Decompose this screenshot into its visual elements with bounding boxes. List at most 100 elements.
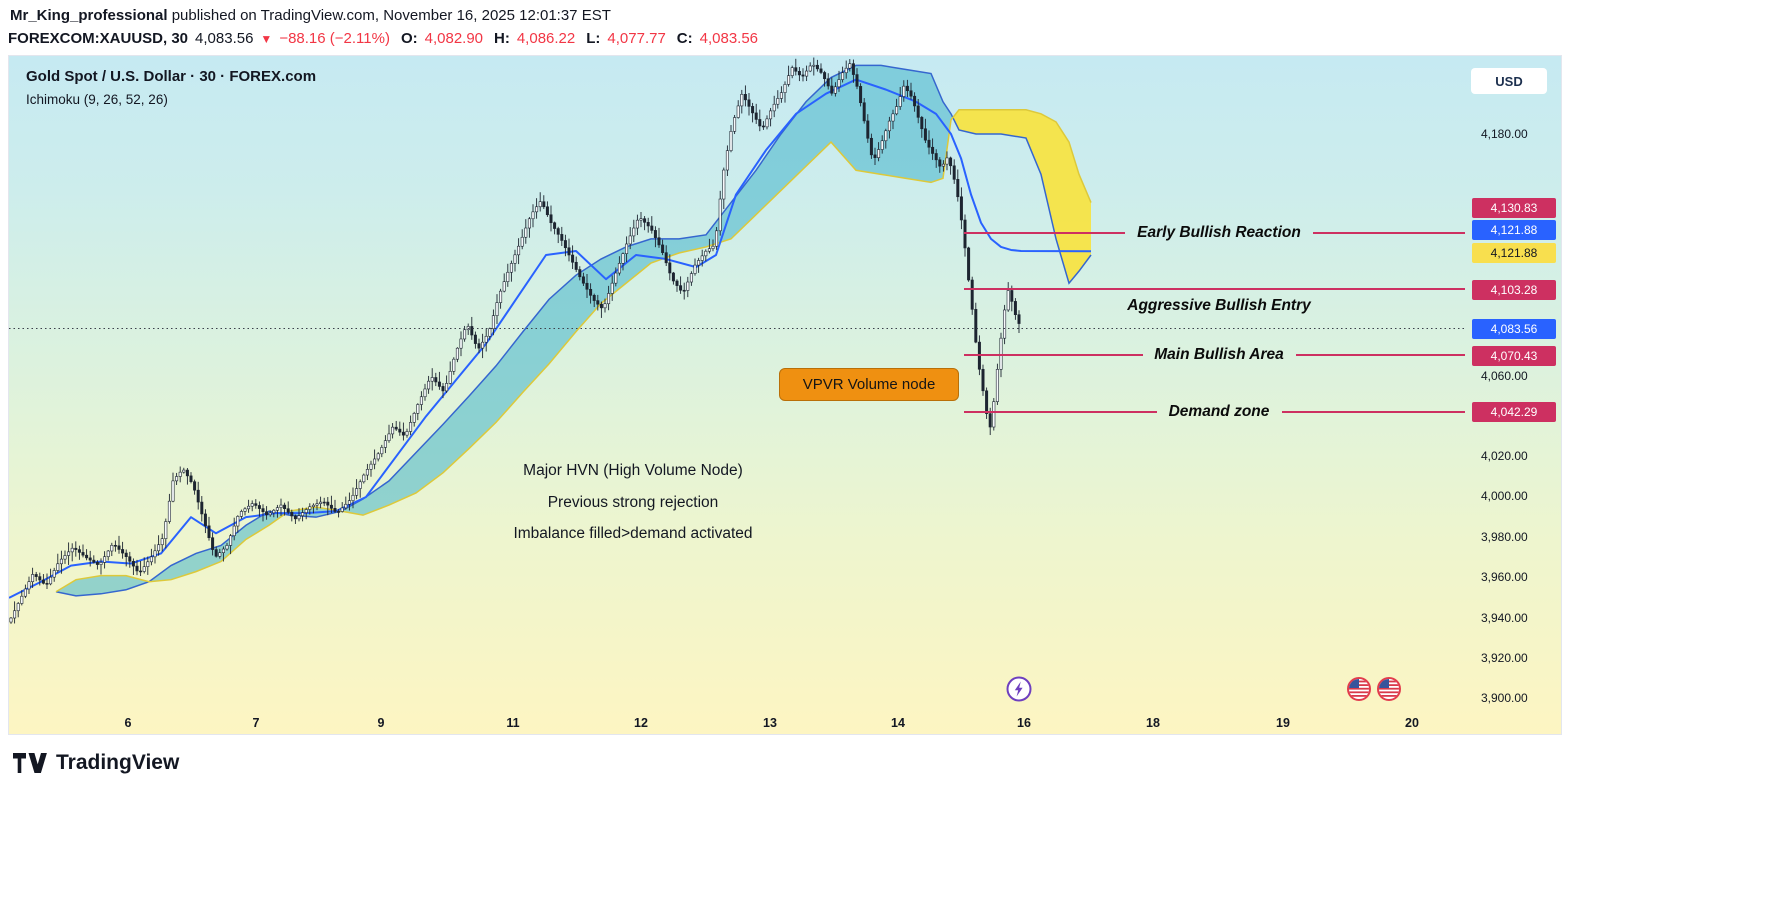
candle-body bbox=[923, 128, 927, 141]
candle-body bbox=[153, 550, 157, 558]
candle-body bbox=[668, 262, 672, 274]
candle-body bbox=[506, 271, 510, 283]
candle-body bbox=[160, 538, 164, 546]
horizontal-price-line[interactable] bbox=[1281, 410, 1465, 413]
candle-body bbox=[841, 72, 845, 80]
candle-body bbox=[563, 240, 567, 249]
time-axis-label: 12 bbox=[634, 716, 648, 730]
currency-toggle-button[interactable]: USD bbox=[1471, 68, 1547, 94]
drawing-label[interactable]: Main Bullish Area bbox=[1154, 345, 1284, 363]
candle-body bbox=[103, 556, 107, 563]
candle-body bbox=[383, 440, 387, 448]
candle-body bbox=[697, 260, 701, 266]
candle-body bbox=[524, 227, 528, 238]
candle-body bbox=[88, 557, 92, 561]
candle-body bbox=[232, 525, 236, 537]
tradingview-logo bbox=[13, 753, 47, 773]
candle-body bbox=[866, 120, 870, 139]
candle-body bbox=[85, 554, 89, 559]
candle-body bbox=[347, 500, 351, 505]
us-economic-event-icon[interactable] bbox=[1346, 676, 1372, 702]
hvn-text-note[interactable]: Major HVN (High Volume Node) Previous st… bbox=[463, 455, 803, 550]
hvn-line-3: Imbalance filled>demand activated bbox=[513, 525, 753, 542]
candle-body bbox=[92, 559, 96, 563]
candle-body bbox=[531, 211, 535, 220]
drawing-label[interactable]: Demand zone bbox=[1168, 402, 1270, 420]
candle-body bbox=[581, 276, 585, 284]
high-value: 4,086.22 bbox=[516, 30, 576, 47]
candle-body bbox=[416, 404, 420, 414]
candle-body bbox=[733, 117, 737, 132]
brand-name: TradingView bbox=[56, 751, 180, 774]
candle-body bbox=[16, 603, 20, 612]
time-axis-label: 16 bbox=[1017, 716, 1031, 730]
candle-body bbox=[513, 254, 517, 264]
candle-body bbox=[229, 535, 233, 546]
candle-body bbox=[437, 381, 441, 387]
candle-body bbox=[711, 245, 715, 249]
horizontal-price-line[interactable] bbox=[964, 232, 1125, 235]
candle-body bbox=[679, 285, 683, 291]
chart-legend-title[interactable]: Gold Spot / U.S. Dollar · 30 · FOREX.com bbox=[26, 68, 317, 85]
horizontal-price-line[interactable] bbox=[964, 287, 1465, 290]
horizontal-price-line[interactable] bbox=[964, 410, 1157, 413]
candle-body bbox=[949, 157, 953, 167]
candle-body bbox=[610, 282, 614, 294]
candle-body bbox=[106, 550, 110, 558]
idea-lightning-icon[interactable] bbox=[1004, 674, 1034, 704]
candle-body bbox=[113, 544, 117, 547]
candle-body bbox=[365, 469, 369, 476]
candle-body bbox=[261, 508, 265, 512]
candle-body bbox=[826, 78, 830, 87]
candle-body bbox=[707, 248, 711, 252]
candle-body bbox=[362, 474, 366, 483]
close-label: C: bbox=[676, 30, 693, 47]
candle-body bbox=[1006, 290, 1010, 311]
candle-body bbox=[934, 153, 938, 161]
candle-body bbox=[596, 300, 600, 305]
drawing-label[interactable]: Aggressive Bullish Entry bbox=[1127, 296, 1311, 314]
candle-body bbox=[319, 501, 323, 504]
candle-body bbox=[247, 505, 251, 510]
chart-area[interactable]: Gold Spot / U.S. Dollar · 30 · FOREX.com… bbox=[8, 55, 1562, 735]
tradingview-attribution[interactable]: TradingView bbox=[12, 749, 179, 777]
candle-body bbox=[70, 547, 74, 553]
candle-body bbox=[952, 165, 956, 180]
candle-body bbox=[560, 234, 564, 241]
candle-body bbox=[117, 545, 121, 550]
horizontal-price-line[interactable] bbox=[1295, 353, 1465, 356]
candle-body bbox=[131, 560, 135, 567]
candle-body bbox=[535, 206, 539, 213]
candle-body bbox=[401, 431, 405, 436]
candle-body bbox=[625, 243, 629, 254]
candle-body bbox=[553, 222, 557, 229]
kijun-baseline-line bbox=[9, 78, 1092, 599]
candle-body bbox=[902, 85, 906, 97]
drawing-label[interactable]: Early Bullish Reaction bbox=[1137, 224, 1301, 242]
candlestick-plot[interactable] bbox=[9, 56, 1562, 735]
candle-body bbox=[63, 555, 67, 560]
us-economic-event-icon[interactable] bbox=[1376, 676, 1402, 702]
chart-legend-indicator[interactable]: Ichimoku (9, 26, 52, 26) bbox=[26, 92, 168, 107]
candle-body bbox=[412, 413, 416, 423]
horizontal-price-line[interactable] bbox=[964, 353, 1143, 356]
candle-body bbox=[686, 281, 690, 291]
price-badge: 4,070.43 bbox=[1472, 346, 1556, 366]
candle-body bbox=[740, 94, 744, 107]
candle-body bbox=[517, 245, 521, 256]
candle-body bbox=[808, 65, 812, 72]
vpvr-note-label[interactable]: VPVR Volume node bbox=[779, 368, 959, 401]
candle-body bbox=[545, 206, 549, 216]
candle-body bbox=[574, 261, 578, 270]
candle-body bbox=[657, 237, 661, 246]
horizontal-price-line[interactable] bbox=[1313, 232, 1465, 235]
candle-body bbox=[445, 383, 449, 392]
candle-body bbox=[81, 552, 85, 556]
candle-body bbox=[340, 507, 344, 512]
candle-body bbox=[916, 105, 920, 118]
candle-body bbox=[617, 263, 621, 274]
candle-body bbox=[819, 68, 823, 73]
candle-body bbox=[715, 230, 719, 247]
price-axis-label: 3,900.00 bbox=[1481, 691, 1528, 705]
candle-body bbox=[927, 139, 931, 148]
